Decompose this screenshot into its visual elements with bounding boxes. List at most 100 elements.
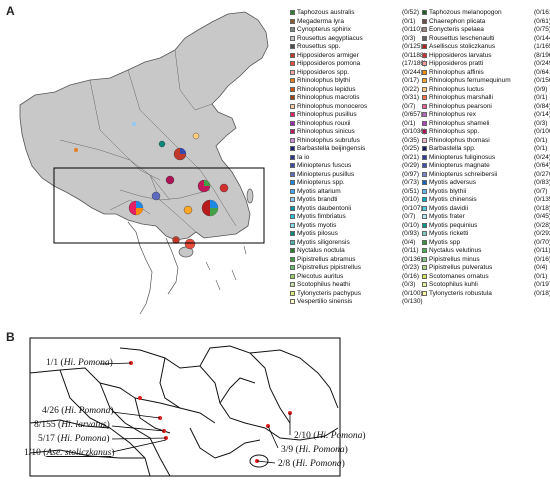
legend-entry: Rhinolophus spp. (0/100) bbox=[422, 128, 550, 136]
legend-count: (0/1) bbox=[402, 119, 416, 127]
legend-entry: Scotophilus heathi (0/3) bbox=[290, 281, 418, 289]
legend-species-name: Scotophilus kuhli bbox=[429, 281, 478, 288]
legend-swatch bbox=[422, 188, 427, 194]
legend-entry: Myotis siligorensis (0/4) bbox=[290, 239, 418, 247]
legend-species-name: Miniopterus pusillus bbox=[297, 170, 355, 178]
legend-entry: Pipistrellus pipistrellus (0/23) bbox=[290, 264, 419, 272]
legend-count: (0/270) bbox=[534, 170, 550, 178]
legend-entry: Rhinolophus pusillus (0/657) bbox=[290, 111, 423, 119]
legend-species-name: Myotis daubentonii bbox=[297, 204, 352, 212]
legend-species-name: Myotis altarium bbox=[297, 187, 341, 195]
legend-count: (0/130) bbox=[402, 298, 423, 305]
region-borders bbox=[29, 345, 339, 477]
legend-swatch bbox=[290, 27, 295, 32]
legend-entry: Tylonycteris pachypus (0/100) bbox=[290, 290, 423, 298]
legend-swatch bbox=[290, 239, 295, 245]
annotation-site-5: 1/10 (Ase. stoliczkanus) bbox=[24, 448, 115, 458]
legend-count: (0/107) bbox=[402, 204, 423, 212]
legend-species-name: Eonycteris spelaea bbox=[429, 26, 484, 33]
legend-count: (0/64) bbox=[534, 162, 550, 169]
legend-count: (0/45) bbox=[534, 213, 550, 220]
legend-species-name: Rhinolophus spp. bbox=[429, 128, 480, 135]
legend-entry: Ia io (0/21) bbox=[290, 154, 419, 162]
legend-swatch bbox=[290, 52, 295, 58]
legend-count: (0/4) bbox=[402, 238, 416, 246]
legend-count: (0/70) bbox=[534, 238, 550, 246]
legend-species-name: Miniopterus schreibersii bbox=[429, 170, 498, 178]
legend-count: (0/249) bbox=[534, 60, 550, 67]
legend-swatch bbox=[290, 163, 295, 168]
pie-marker bbox=[74, 148, 78, 152]
legend-entry: Myotis frater (0/45) bbox=[422, 213, 550, 221]
legend-count: (0/3) bbox=[402, 34, 416, 42]
annotation-site-4: 5/17 (Hi. Pomona) bbox=[38, 434, 110, 444]
legend-entry: Rhinolophus affinis (0/641) bbox=[422, 69, 550, 77]
legend-entry: Hipposideros armiger (0/1188) bbox=[290, 52, 426, 60]
legend-entry: Myotis adversus (0/83) bbox=[422, 179, 550, 187]
legend-swatch bbox=[422, 69, 427, 75]
legend-entry: Myotis ricketti (0/292) bbox=[422, 230, 550, 238]
legend-swatch bbox=[290, 112, 295, 117]
legend-swatch bbox=[290, 35, 295, 41]
legend-count: (0/31) bbox=[402, 94, 419, 101]
legend-species-name: Rhinolophus sinicus bbox=[297, 128, 355, 135]
legend-species-name: Myotis davidii bbox=[429, 204, 469, 212]
legend-species-name: Cynopterus sphinx bbox=[297, 26, 351, 33]
legend-swatch bbox=[290, 44, 295, 49]
legend-species-name: Scotomanes ornatus bbox=[429, 272, 489, 280]
legend-swatch bbox=[290, 231, 295, 236]
legend-count: (0/25) bbox=[402, 145, 419, 152]
legend-entry: Myotis myotis (0/10) bbox=[290, 221, 419, 230]
pie-marker bbox=[192, 132, 200, 140]
pie-slice bbox=[204, 180, 210, 186]
legend-species-name: Pipistrellus pulveratus bbox=[429, 264, 493, 271]
legend-count: (0/4) bbox=[534, 264, 548, 271]
legend-species-name: Miniopterus magnate bbox=[429, 162, 490, 169]
annotation-site-6: 2/10 (Hi. Pomona) bbox=[294, 431, 366, 441]
legend-swatch bbox=[290, 299, 295, 304]
legend-swatch bbox=[422, 239, 427, 245]
legend-entry: Taphozous australis (0/52) bbox=[290, 9, 419, 17]
legend-species-name: Megaderma lyra bbox=[297, 17, 344, 25]
legend-count: (0/83) bbox=[534, 179, 550, 186]
legend-count: (8/196) bbox=[534, 51, 550, 59]
legend-entry: Barbastella spp. (0/1) bbox=[422, 145, 550, 153]
leader-lines bbox=[99, 362, 291, 464]
legend-species-name: Barbastella spp. bbox=[429, 145, 476, 152]
legend-count: (0/10) bbox=[402, 196, 419, 203]
legend-count: (0/10) bbox=[402, 221, 419, 229]
legend-swatch bbox=[422, 120, 427, 126]
legend-species-name: Rhinolophus shameli bbox=[429, 119, 490, 127]
legend-swatch bbox=[422, 265, 427, 270]
legend-count: (0/110) bbox=[402, 26, 423, 33]
legend-count: (0/14) bbox=[534, 111, 550, 118]
legend-species-name: Rhinolophus marshalli bbox=[429, 94, 493, 101]
legend-count: (0/18) bbox=[534, 289, 550, 297]
legend-species-name: Rhinolophus subrufus bbox=[297, 136, 360, 144]
legend-entry: Rhinolophus subrufus (0/35) bbox=[290, 136, 419, 145]
legend-species-name: Scotophilus heathi bbox=[297, 281, 351, 288]
annotation-site-1: 1/1 (Hi. Pomona) bbox=[46, 358, 113, 368]
legend-count: (0/1) bbox=[534, 136, 548, 144]
legend-entry: Cynopterus sphinx (0/110) bbox=[290, 26, 422, 34]
legend-entry: Rhinolophus blythi (0/17) bbox=[290, 77, 419, 85]
legend-swatch bbox=[290, 180, 295, 185]
legend-swatch bbox=[290, 69, 295, 75]
legend-entry: Rhinolophus lepidus (0/22) bbox=[290, 86, 419, 94]
legend-swatch bbox=[290, 86, 295, 92]
legend-entry: Rousettus leschenaulti (0/144) bbox=[422, 35, 550, 43]
legend-entry: Tylonycteris robustula (0/18) bbox=[422, 290, 550, 298]
legend-count: (0/3) bbox=[402, 281, 416, 288]
legend-entry: Pipistrellus pulveratus (0/4) bbox=[422, 264, 550, 272]
legend-entry: Myotis fimbriatus (0/7) bbox=[290, 213, 418, 221]
legend-count: (0/93) bbox=[402, 230, 419, 237]
site-marker bbox=[138, 396, 142, 400]
legend-entry: Myotis brandti (0/10) bbox=[290, 196, 419, 204]
legend-count: (0/1) bbox=[402, 17, 416, 25]
legend-count: (0/7) bbox=[402, 213, 416, 220]
legend-count: (0/136) bbox=[402, 255, 423, 263]
legend-entry: Miniopterus schreibersii (0/270) bbox=[422, 171, 550, 179]
legend-species-name: Myotis myotis bbox=[297, 221, 337, 229]
legend-count: (0/9) bbox=[534, 85, 548, 93]
china-landmass bbox=[19, 11, 269, 241]
